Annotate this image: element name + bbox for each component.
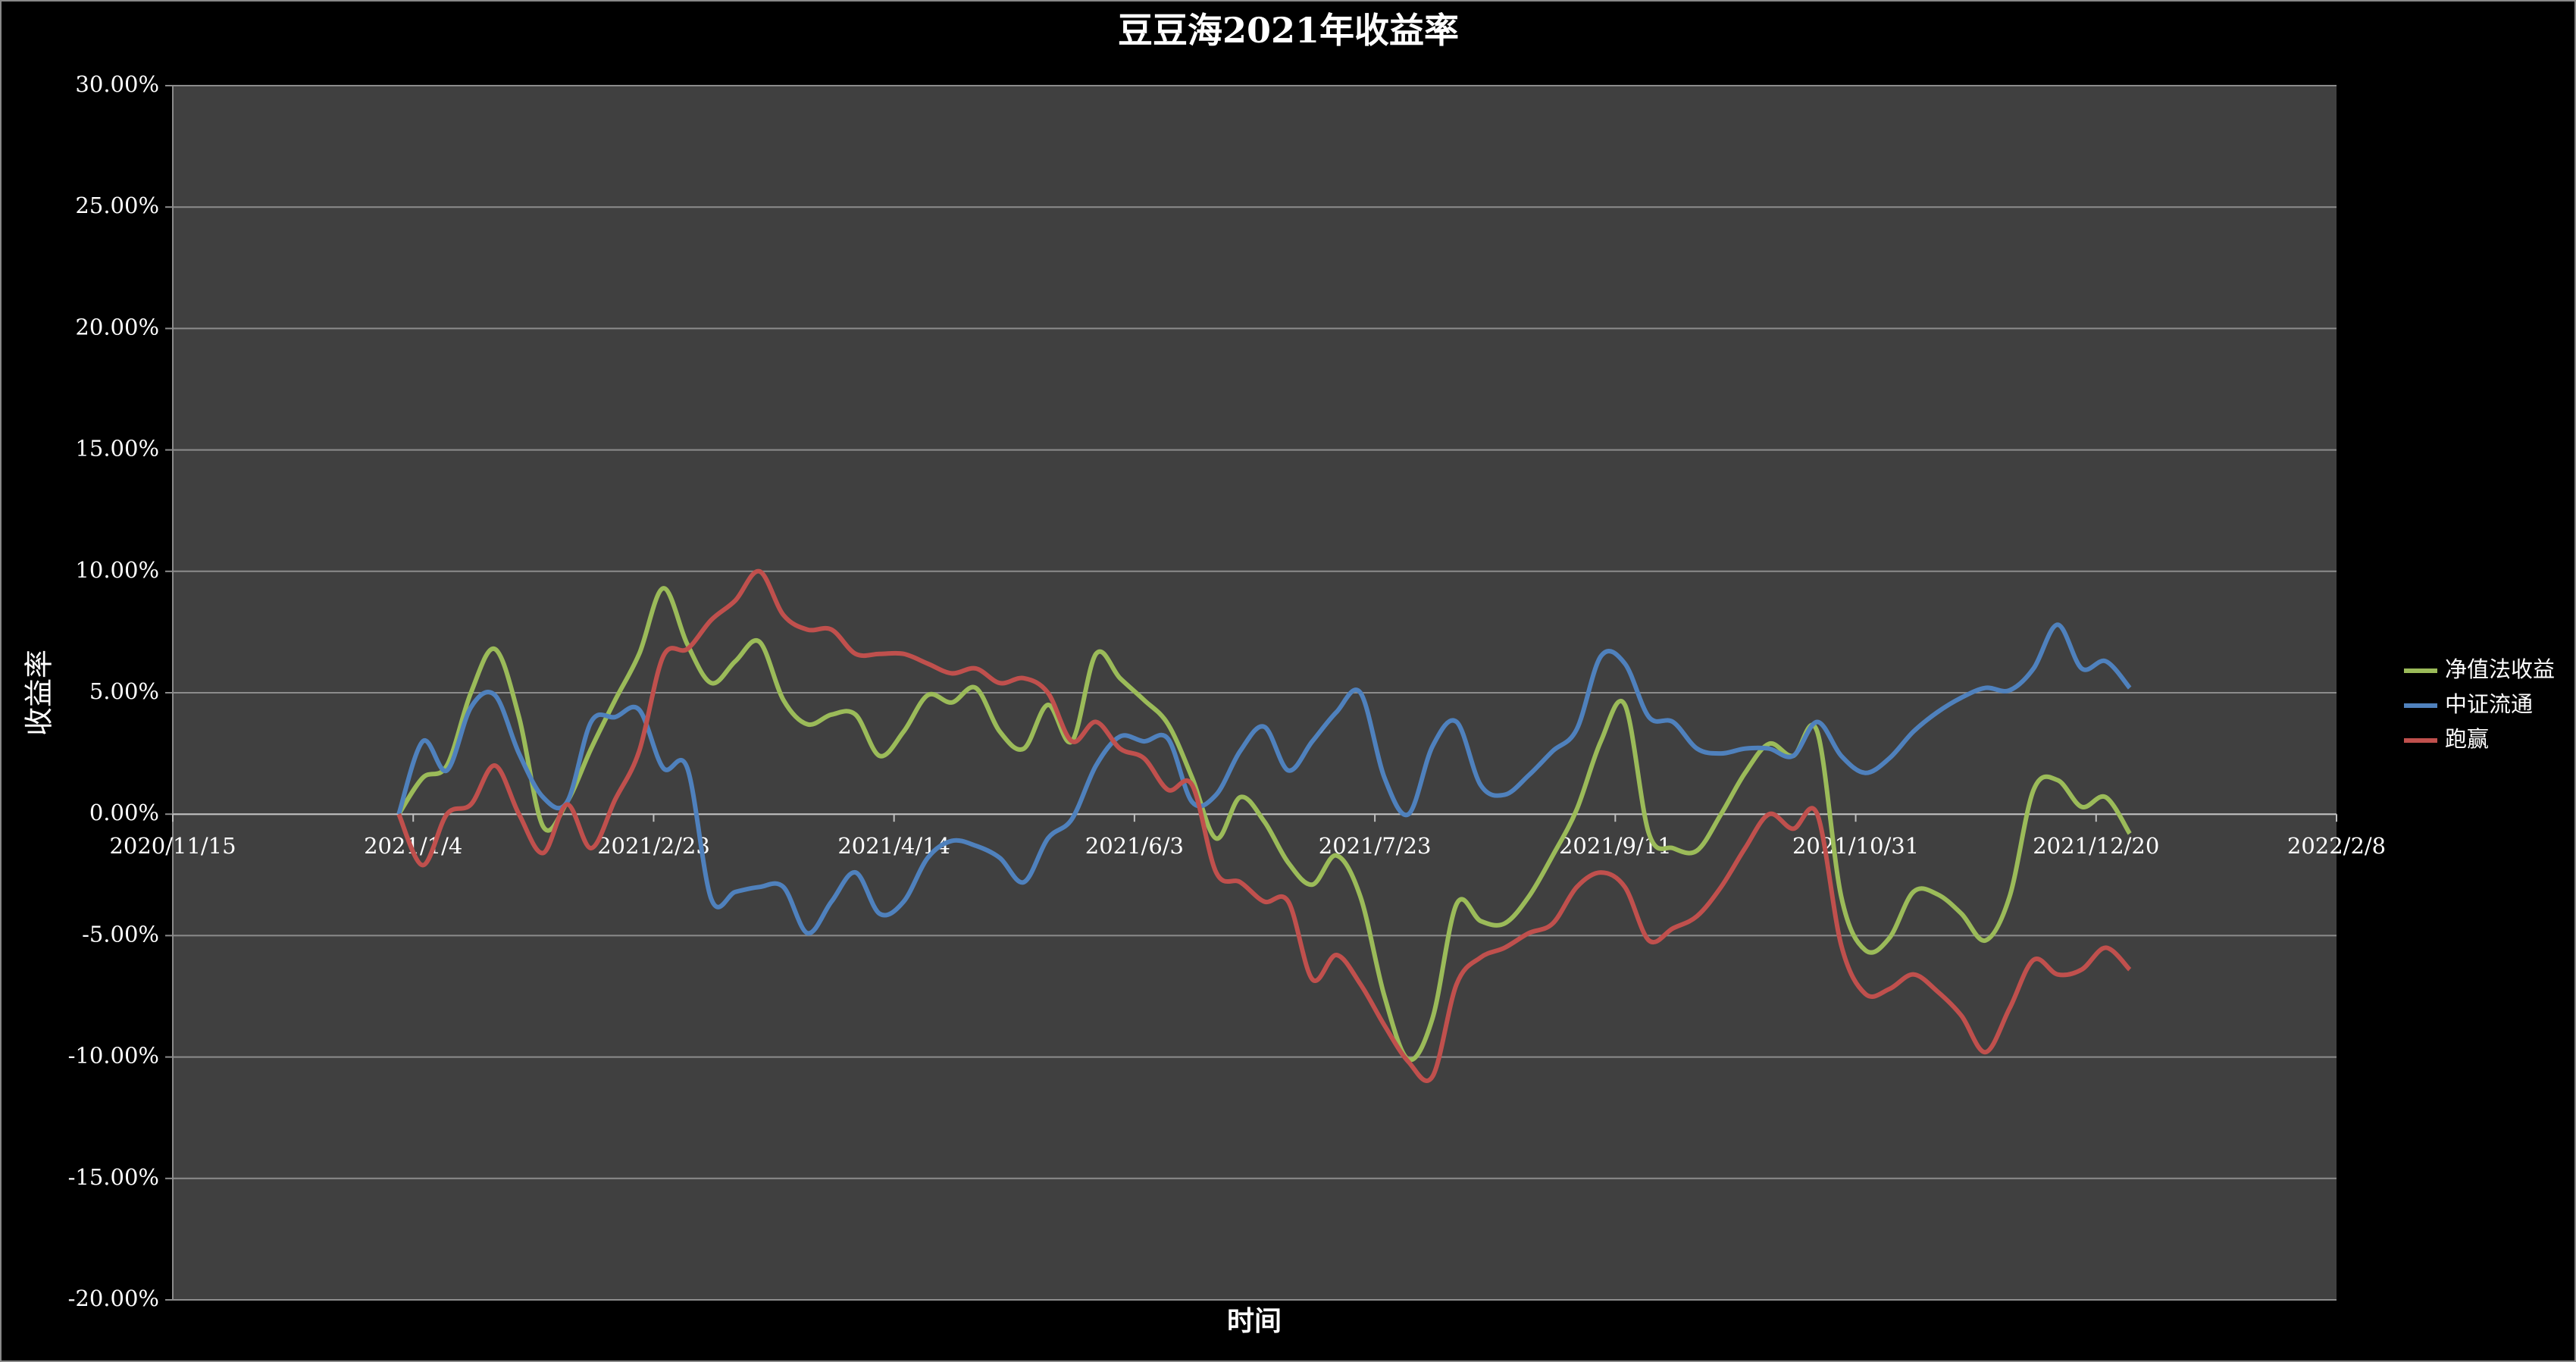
y-tick-label: -5.00% xyxy=(82,921,159,947)
x-tick-label: 2021/6/3 xyxy=(1085,833,1184,859)
y-tick-label: 15.00% xyxy=(75,436,159,462)
legend-label: 中证流通 xyxy=(2445,691,2533,717)
legend-label: 净值法收益 xyxy=(2445,656,2555,682)
x-tick-label: 2020/11/15 xyxy=(109,833,236,859)
y-tick-label: 25.00% xyxy=(75,193,159,218)
y-tick-label: -10.00% xyxy=(68,1043,159,1069)
y-tick-label: -20.00% xyxy=(68,1285,159,1311)
y-axis-label: 收益率 xyxy=(23,650,56,736)
x-tick-label: 2021/2/23 xyxy=(597,833,710,859)
series-line xyxy=(396,568,2132,1083)
y-tick-label: 30.00% xyxy=(75,71,159,97)
legend-label: 跑赢 xyxy=(2445,726,2489,752)
series-line xyxy=(396,622,2132,936)
y-tick-label: 20.00% xyxy=(75,314,159,340)
x-tick-label: 2021/4/14 xyxy=(837,833,950,859)
y-tick-label: -15.00% xyxy=(68,1164,159,1190)
y-tick-label: 5.00% xyxy=(89,678,159,704)
x-tick-label: 2022/2/8 xyxy=(2287,833,2386,859)
y-tick-label: 10.00% xyxy=(75,557,159,583)
chart-title: 豆豆海2021年收益率 xyxy=(1118,10,1459,51)
x-tick-label: 2021/12/20 xyxy=(2033,833,2159,859)
x-tick-label: 2021/10/31 xyxy=(1792,833,1919,859)
y-tick-label: 0.00% xyxy=(89,800,159,825)
x-axis-label: 时间 xyxy=(1227,1305,1282,1337)
series-line xyxy=(396,586,2132,1063)
